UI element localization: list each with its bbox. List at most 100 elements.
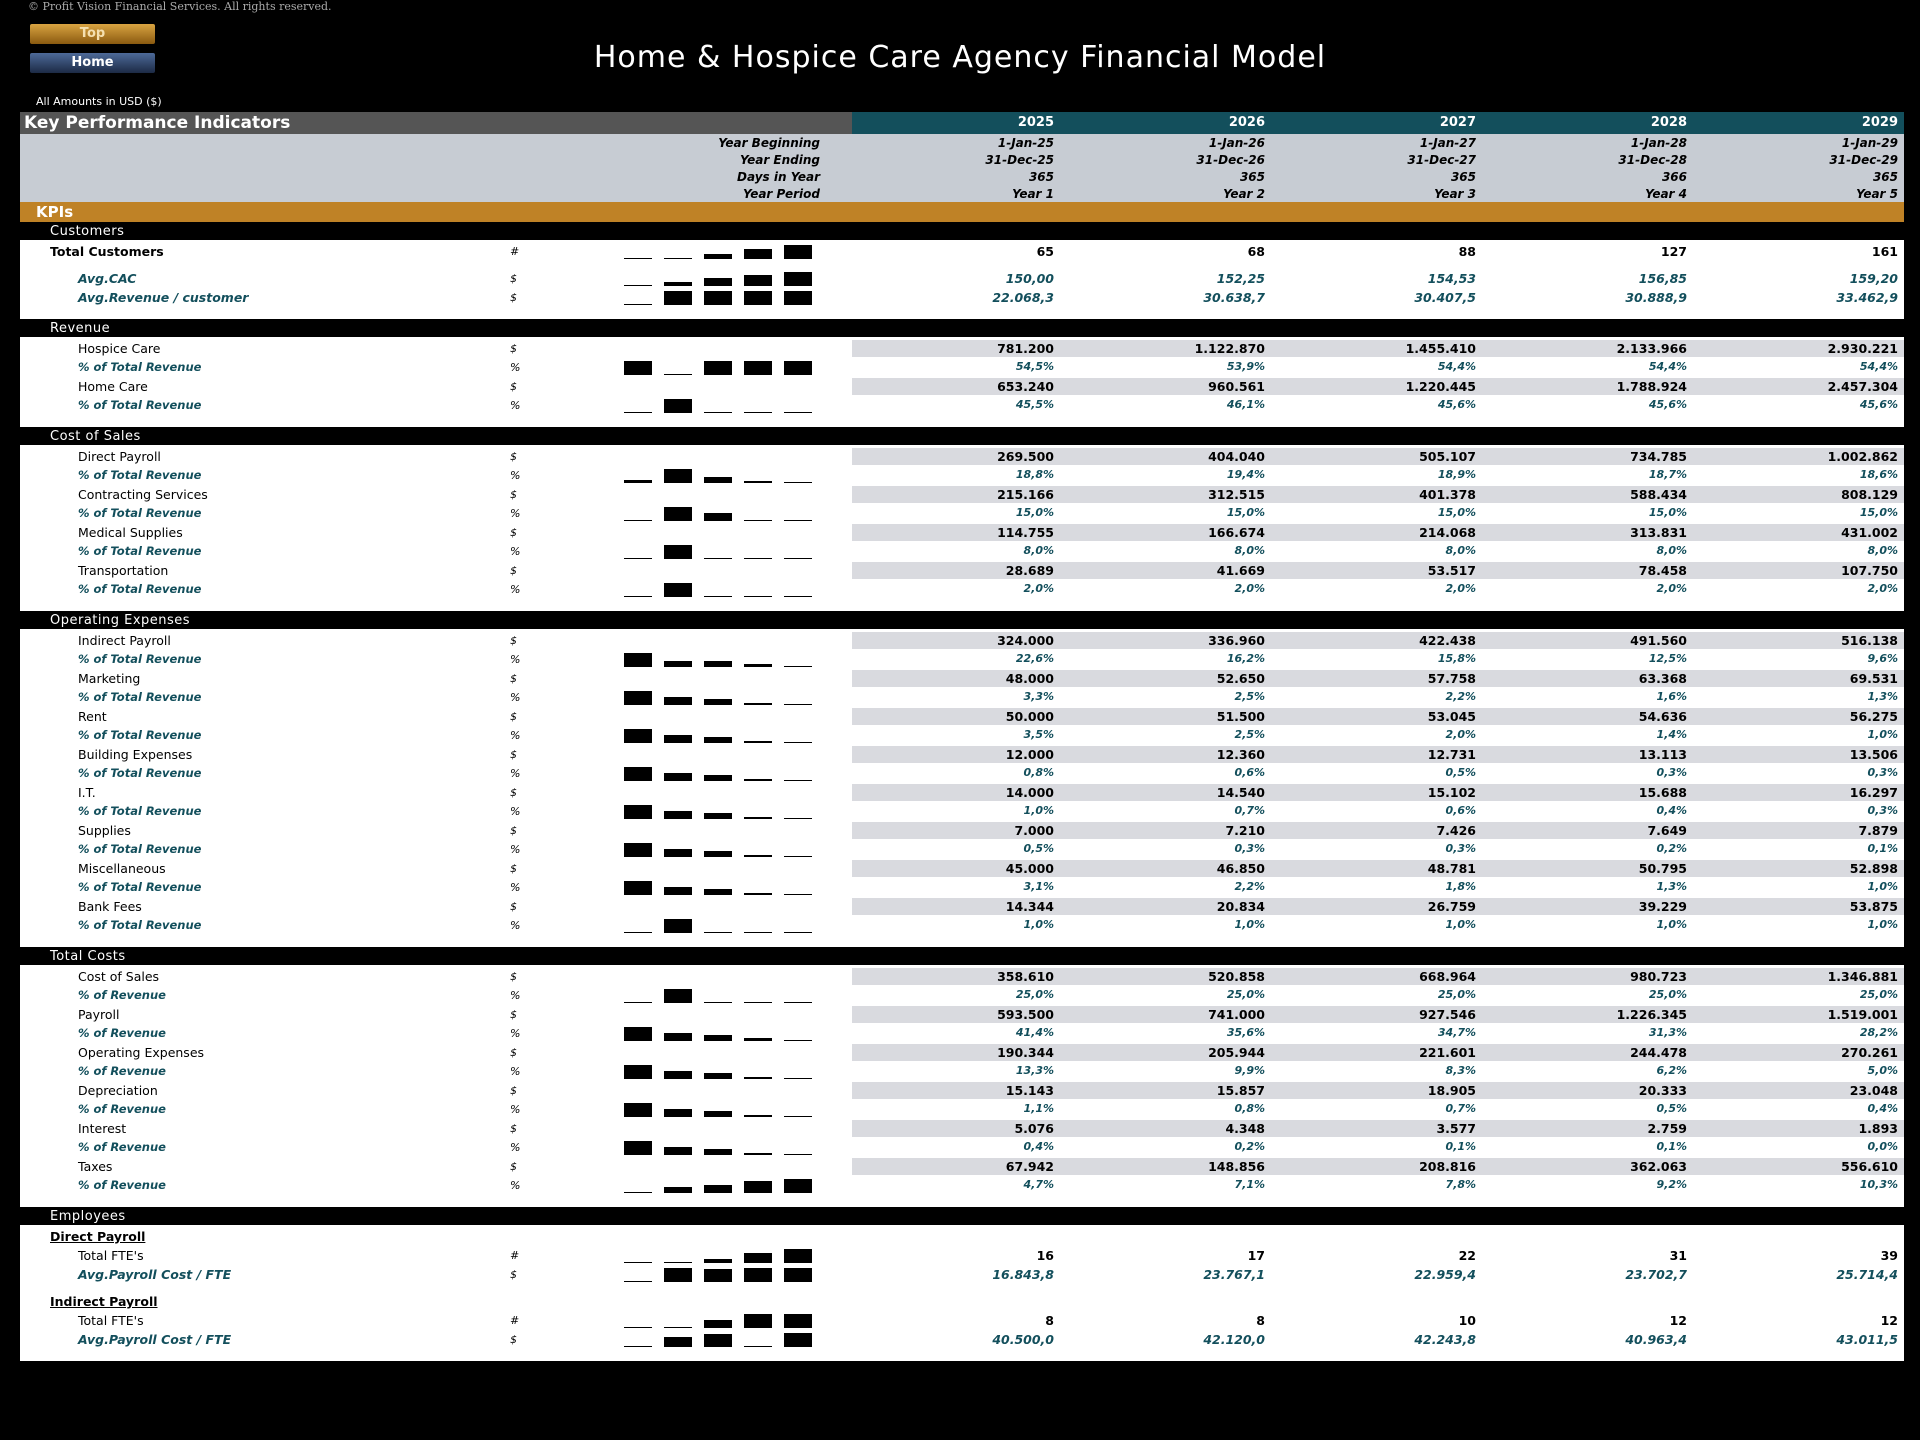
row-unit: $ — [510, 1008, 517, 1021]
row-value: 114.755 — [997, 525, 1054, 540]
row-value: 1,0% — [1234, 918, 1265, 931]
row-value: 244.478 — [1630, 1045, 1687, 1060]
sparkline-bar — [704, 412, 732, 413]
row-value: 54,4% — [1437, 360, 1476, 373]
row-value: 2,0% — [1023, 582, 1054, 595]
row-value: 14.000 — [1005, 785, 1054, 800]
row-unit: % — [510, 767, 521, 780]
row-label: Payroll — [78, 1007, 120, 1022]
table-row: Avg.Payroll Cost / FTE $16.843,8 23.767,1 2… — [20, 1265, 1904, 1284]
top-button[interactable]: Top — [30, 24, 155, 44]
row-band — [852, 968, 1904, 985]
sparkline-bar — [624, 1346, 652, 1347]
row-value: 2,2% — [1445, 690, 1476, 703]
sparkline-bar — [744, 1253, 772, 1263]
sparkline-bar — [784, 482, 812, 483]
table-row: I.T. $14.000 14.540 15.102 15.688 16.297 — [20, 783, 1904, 802]
table-row: Miscellaneous $45.000 46.850 48.781 50.795 52… — [20, 859, 1904, 878]
row-band — [852, 448, 1904, 465]
year-label: 2028 — [1650, 115, 1687, 130]
row-value: 15.102 — [1427, 785, 1476, 800]
sparkline-bar — [704, 1185, 732, 1193]
row-value: 15,0% — [1437, 506, 1476, 519]
row-value: 7.210 — [1225, 823, 1265, 838]
sparkline-bar — [784, 780, 812, 781]
section-block: Cost of Sales $358.610 520.858 668.964 980.7… — [20, 965, 1904, 1207]
row-value: 25,0% — [1859, 988, 1898, 1001]
home-button[interactable]: Home — [30, 53, 155, 73]
table-row: Taxes $67.942 148.856 208.816 362.063 556.610 — [20, 1157, 1904, 1176]
row-value: 781.200 — [997, 341, 1054, 356]
row-value: 15.688 — [1638, 785, 1687, 800]
table-row: Avg.CAC $150,00 152,25 154,53 156,85 159,20 — [20, 269, 1904, 288]
date-value: 365 — [1450, 170, 1476, 184]
table-row: % of Revenue% 4,7% 7,1% 7,8% 9,2% 10,3% — [20, 1176, 1904, 1195]
row-label: Rent — [78, 709, 107, 724]
row-value: 7.426 — [1436, 823, 1476, 838]
row-value: 0,3% — [1445, 842, 1476, 855]
row-value: 0,3% — [1656, 766, 1687, 779]
row-label: % of Total Revenue — [78, 918, 202, 932]
table-row: Total FTE's #8 8 10 12 12 — [20, 1311, 1904, 1330]
table-row: % of Total Revenue% 0,5% 0,3% 0,3% 0,2% 0,1% — [20, 840, 1904, 859]
table-row: Payroll $593.500 741.000 927.546 1.226.345 1.… — [20, 1005, 1904, 1024]
sparkline-bar — [744, 664, 772, 667]
row-value: 0,3% — [1867, 766, 1898, 779]
table-row: % of Revenue% 0,4% 0,2% 0,1% 0,1% 0,0% — [20, 1138, 1904, 1157]
sparkline-bar — [744, 1268, 772, 1282]
row-value: 15.143 — [1005, 1083, 1054, 1098]
sparkline-bar — [664, 583, 692, 597]
sparkline-bar — [624, 1065, 652, 1079]
spacer — [20, 307, 1904, 319]
row-value: 12.731 — [1427, 747, 1476, 762]
year-label: 2027 — [1439, 115, 1476, 130]
sparkline — [624, 358, 824, 377]
sparkline-bar — [784, 1040, 812, 1041]
row-label: Transportation — [78, 563, 169, 578]
sparkline-bar — [784, 1179, 812, 1193]
row-label: % of Total Revenue — [78, 880, 202, 894]
row-value: 3,3% — [1023, 690, 1054, 703]
row-unit: % — [510, 729, 521, 742]
sparkline — [624, 840, 824, 859]
sparkline-bar — [784, 596, 812, 597]
row-value: 46,1% — [1226, 398, 1265, 411]
row-unit: % — [510, 1065, 521, 1078]
row-value: 31 — [1669, 1248, 1687, 1263]
table-row: % of Total Revenue% 8,0% 8,0% 8,0% 8,0% 8,0% — [20, 542, 1904, 561]
row-unit: $ — [510, 970, 517, 983]
row-unit: $ — [510, 1122, 517, 1135]
row-band — [852, 562, 1904, 579]
row-unit: $ — [510, 634, 517, 647]
sparkline-bar — [744, 291, 772, 305]
row-band — [852, 632, 1904, 649]
sparkline-bar — [624, 520, 652, 521]
row-value: 668.964 — [1419, 969, 1476, 984]
sparkline-bar — [664, 811, 692, 819]
date-row-label: Year Beginning — [718, 136, 820, 150]
row-value: 4.348 — [1225, 1121, 1265, 1136]
row-unit: $ — [510, 450, 517, 463]
date-value: 1-Jan-25 — [997, 136, 1054, 150]
row-value: 8 — [1256, 1313, 1265, 1328]
row-value: 0,8% — [1023, 766, 1054, 779]
sparkline-bar — [784, 894, 812, 895]
sparkline — [624, 802, 824, 821]
row-label: Indirect Payroll — [78, 633, 171, 648]
row-value: 8,0% — [1445, 544, 1476, 557]
row-label: Operating Expenses — [78, 1045, 205, 1060]
row-label: Avg.CAC — [78, 271, 137, 286]
row-unit: $ — [510, 824, 517, 837]
row-unit: $ — [510, 900, 517, 913]
sparkline-bar — [744, 1038, 772, 1041]
row-value: 1,0% — [1867, 728, 1898, 741]
sparkline — [624, 726, 824, 745]
row-value: 8,0% — [1656, 544, 1687, 557]
date-rows: Year Beginning 1-Jan-25 1-Jan-26 1-Jan-27 1-… — [20, 134, 1904, 202]
sparkline-bar — [744, 932, 772, 933]
row-value: 1,3% — [1867, 690, 1898, 703]
sparkline — [624, 986, 824, 1005]
sections: Customers Total Customers #65 68 88 127 161 Avg… — [20, 222, 1904, 1361]
row-value: 18.905 — [1427, 1083, 1476, 1098]
row-value: 404.040 — [1208, 449, 1265, 464]
